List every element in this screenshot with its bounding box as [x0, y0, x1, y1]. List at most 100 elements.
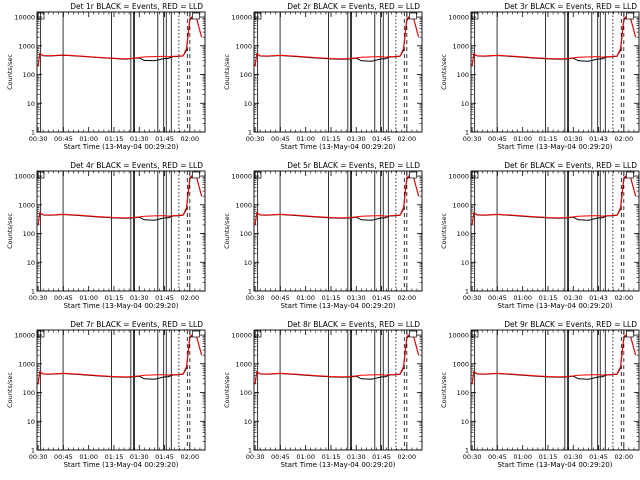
x-tick-label: 01:00	[79, 453, 98, 461]
x-tick-label: 00:30	[246, 135, 265, 143]
x-tick-label: 01:45	[372, 453, 391, 461]
y-tick-label: 10000	[14, 173, 35, 181]
series-line-lld	[37, 174, 203, 225]
x-tick-label: 00:30	[246, 294, 265, 302]
y-axis-label: Counts/sec	[223, 213, 231, 249]
y-axis-label: Counts/sec	[223, 372, 231, 408]
x-tick-label: 01:30	[130, 135, 149, 143]
x-tick-label: 01:00	[296, 135, 315, 143]
panel-title: Det 9r BLACK = Events, RED = LLD	[504, 320, 637, 329]
y-tick-label: 10000	[14, 14, 35, 22]
x-tick-label: 01:00	[296, 453, 315, 461]
x-tick-label: 02:00	[180, 294, 199, 302]
y-tick-label: 10	[244, 418, 252, 426]
y-tick-label: 1000	[235, 360, 252, 368]
x-tick-label: 00:30	[463, 453, 482, 461]
x-axis-label: Start Time (13-May-04 00:29:20)	[497, 302, 612, 310]
x-tick-label: 00:30	[29, 135, 48, 143]
plot-frame	[36, 11, 206, 133]
y-tick-label: 1	[31, 447, 35, 455]
x-tick-label: 01:15	[539, 453, 558, 461]
y-axis-label: Counts/sec	[6, 54, 14, 90]
plot-panel-7: Det 7r BLACK = Events, RED = LLD 1 10 100 10…	[6, 320, 206, 469]
x-tick-label: 01:45	[372, 135, 391, 143]
series-line-lld	[471, 333, 637, 384]
x-tick-label: 00:45	[488, 453, 507, 461]
y-axis-label: Counts/sec	[6, 213, 14, 249]
x-tick-label: 00:30	[463, 294, 482, 302]
flag-box	[192, 171, 200, 179]
y-tick-label: 10000	[231, 14, 252, 22]
flag-box	[409, 12, 417, 20]
y-tick-label: 1000	[18, 42, 35, 50]
y-tick-label: 10	[244, 100, 252, 108]
x-tick-label: 02:00	[614, 453, 633, 461]
y-tick-label: 1	[248, 129, 252, 137]
series-line-lld	[254, 333, 420, 384]
y-axis-label: Counts/sec	[6, 372, 14, 408]
series-line-lld	[471, 15, 637, 66]
y-tick-label: 1	[248, 288, 252, 296]
x-tick-label: 01:00	[513, 453, 532, 461]
flag-box	[192, 330, 200, 338]
y-tick-label: 1000	[18, 360, 35, 368]
x-axis-label: Start Time (13-May-04 00:29:20)	[280, 143, 395, 151]
series-line-lld	[37, 15, 203, 66]
y-tick-label: 10	[461, 418, 469, 426]
y-tick-label: 1	[248, 447, 252, 455]
y-tick-label: 1	[31, 129, 35, 137]
flag-box	[626, 12, 634, 20]
plot-frame	[470, 11, 640, 133]
x-tick-label: 01:15	[322, 135, 341, 143]
y-tick-label: 10	[27, 259, 35, 267]
x-axis-label: Start Time (13-May-04 00:29:20)	[497, 461, 612, 469]
y-tick-label: 1000	[235, 42, 252, 50]
x-tick-label: 01:30	[347, 135, 366, 143]
x-tick-label: 00:45	[54, 453, 73, 461]
x-tick-label: 00:45	[271, 135, 290, 143]
plot-panel-2: Det 2r BLACK = Events, RED = LLD 1 10 100 10…	[223, 2, 423, 151]
y-tick-label: 1	[465, 288, 469, 296]
x-tick-label: 02:00	[180, 135, 199, 143]
x-tick-label: 02:00	[614, 294, 633, 302]
y-tick-label: 10	[461, 100, 469, 108]
x-tick-label: 01:15	[539, 135, 558, 143]
y-tick-label: 100	[457, 71, 469, 79]
x-axis-label: Start Time (13-May-04 00:29:20)	[63, 302, 178, 310]
flag-box	[37, 171, 45, 179]
x-tick-label: 01:45	[155, 135, 174, 143]
x-tick-label: 01:45	[589, 453, 608, 461]
x-tick-label: 00:30	[29, 294, 48, 302]
y-tick-label: 10	[461, 259, 469, 267]
plot-panel-8: Det 8r BLACK = Events, RED = LLD 1 10 100 10…	[223, 320, 423, 469]
y-tick-label: 1000	[235, 201, 252, 209]
x-tick-label: 01:00	[79, 135, 98, 143]
plot-panel-4: Det 4r BLACK = Events, RED = LLD 1 10 100 10…	[6, 161, 206, 310]
x-tick-label: 01:43	[589, 135, 608, 143]
flag-box	[626, 171, 634, 179]
y-tick-label: 10000	[14, 332, 35, 340]
flag-box	[254, 330, 262, 338]
y-axis-label: Counts/sec	[440, 372, 448, 408]
x-tick-label: 00:30	[29, 453, 48, 461]
y-tick-label: 1000	[18, 201, 35, 209]
y-tick-label: 100	[240, 389, 252, 397]
x-tick-label: 01:15	[105, 294, 124, 302]
flag-box	[409, 171, 417, 179]
x-axis-label: Start Time (13-May-04 00:29:20)	[63, 461, 178, 469]
x-tick-label: 00:45	[54, 135, 73, 143]
x-tick-label: 01:45	[155, 294, 174, 302]
y-tick-label: 10000	[231, 332, 252, 340]
panel-title: Det 8r BLACK = Events, RED = LLD	[287, 320, 420, 329]
panel-title: Det 6r BLACK = Events, RED = LLD	[504, 161, 637, 170]
y-axis-label: Counts/sec	[440, 54, 448, 90]
series-line-lld	[254, 15, 420, 66]
x-tick-label: 00:45	[488, 294, 507, 302]
x-tick-label: 01:15	[105, 135, 124, 143]
x-tick-label: 01:15	[322, 294, 341, 302]
x-axis-label: Start Time (13-May-04 00:29:20)	[280, 302, 395, 310]
x-tick-label: 01:00	[513, 135, 532, 143]
plot-frame	[253, 329, 423, 451]
x-tick-label: 00:45	[488, 135, 507, 143]
panel-title: Det 4r BLACK = Events, RED = LLD	[70, 161, 203, 170]
